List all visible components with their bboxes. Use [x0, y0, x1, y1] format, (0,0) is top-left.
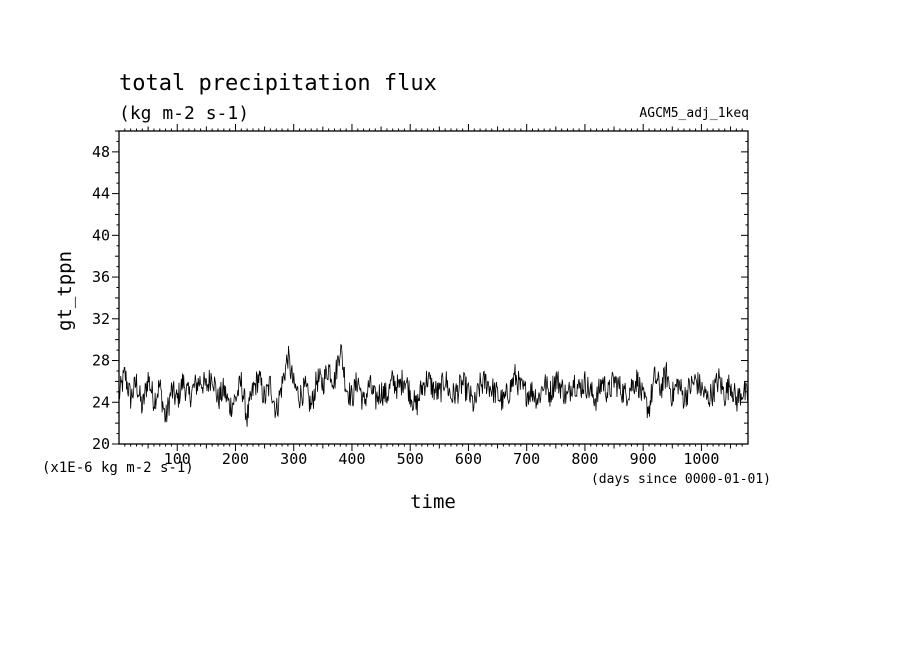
series-line — [118, 343, 749, 427]
x-tick-label: 200 — [222, 450, 249, 468]
x-tick-label: 800 — [571, 450, 598, 468]
y-tick-label: 36 — [92, 268, 110, 286]
y-tick-label: 48 — [92, 143, 110, 161]
x-tick-label: 500 — [397, 450, 424, 468]
chart-units: (kg m-2 s-1) — [119, 103, 249, 124]
y-tick-label: 24 — [92, 393, 110, 411]
y-tick-label: 44 — [92, 185, 110, 203]
x-axis: 100 200 300 400 500 600 700 800 900 1000 — [124, 124, 743, 468]
x-tick-label: 700 — [513, 450, 540, 468]
y-tick-label: 40 — [92, 226, 110, 244]
x-tick-label: 1000 — [683, 450, 719, 468]
x-tick-label: 100 — [164, 450, 191, 468]
experiment-label: AGCM5_adj_1keq — [639, 106, 749, 121]
x-tick-label: 300 — [280, 450, 307, 468]
x-tick-label: 900 — [630, 450, 657, 468]
x-axis-label: time — [410, 491, 456, 513]
chart-title: total precipitation flux — [119, 71, 437, 96]
y-tick-label: 28 — [92, 352, 110, 370]
y-axis-label: gt_tppn — [54, 251, 76, 331]
y-axis: 20 24 28 32 36 40 44 48 — [92, 130, 748, 453]
plot-area — [118, 130, 749, 445]
y-units-label: (x1E-6 kg m-2 s-1) — [42, 460, 194, 476]
x-units-label: (days since 0000-01-01) — [591, 472, 771, 487]
x-tick-label: 600 — [455, 450, 482, 468]
x-tick-label: 400 — [338, 450, 365, 468]
y-tick-label: 20 — [92, 435, 110, 453]
plot-frame — [118, 130, 749, 445]
y-tick-label: 32 — [92, 310, 110, 328]
